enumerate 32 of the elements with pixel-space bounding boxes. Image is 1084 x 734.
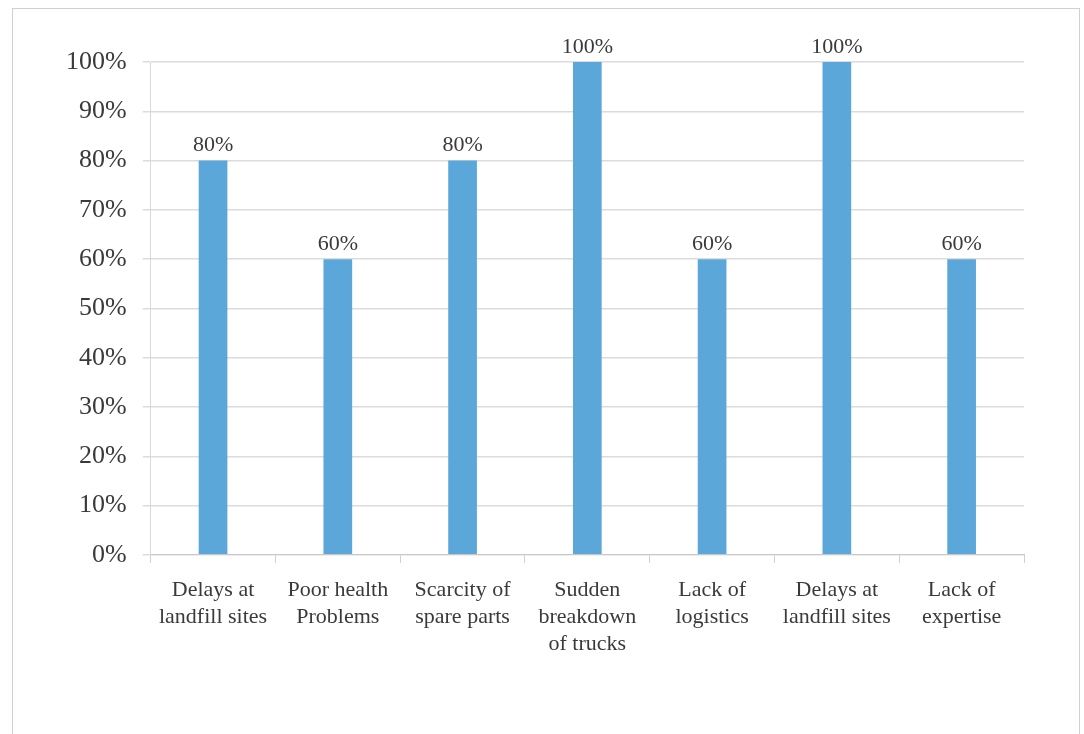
- y-tick-label: 40%: [78, 341, 127, 371]
- data-label: 60%: [691, 229, 733, 255]
- x-tick-label: Sudden breakdown of trucks: [538, 576, 637, 656]
- data-label: 80%: [442, 131, 483, 157]
- x-tick-label: Delays at landfill sites: [158, 576, 268, 629]
- bar: [572, 62, 602, 555]
- y-tick-label: 80%: [78, 144, 127, 174]
- y-tick-label: 30%: [78, 390, 127, 420]
- y-tick-label: 0%: [91, 538, 127, 568]
- x-tick-label: Lack of expertise: [921, 576, 1002, 629]
- y-tick-label: 70%: [78, 193, 127, 223]
- y-tick-label: 90%: [78, 95, 127, 125]
- y-tick-label: 100%: [65, 45, 127, 75]
- y-tick-label: 50%: [78, 292, 127, 322]
- bar: [323, 259, 353, 555]
- x-tick-label: Lack of logistics: [675, 576, 749, 629]
- x-tick-label: Scarcity of spare parts: [414, 576, 512, 629]
- data-label: 80%: [192, 131, 234, 157]
- bar: [947, 259, 976, 555]
- x-tick-label: Delays at landfill sites: [782, 576, 891, 629]
- y-tick-label: 20%: [78, 440, 127, 470]
- data-label: 100%: [811, 32, 863, 58]
- bar: [198, 160, 228, 555]
- bar: [448, 160, 477, 555]
- y-tick-label: 60%: [78, 242, 127, 272]
- bar: [822, 62, 852, 555]
- data-label: 100%: [561, 32, 613, 58]
- y-tick-label: 10%: [78, 489, 127, 519]
- data-label: 60%: [941, 229, 982, 255]
- data-label: 60%: [317, 229, 358, 255]
- x-tick-label: Poor health Problems: [287, 576, 389, 629]
- bar: [697, 259, 727, 555]
